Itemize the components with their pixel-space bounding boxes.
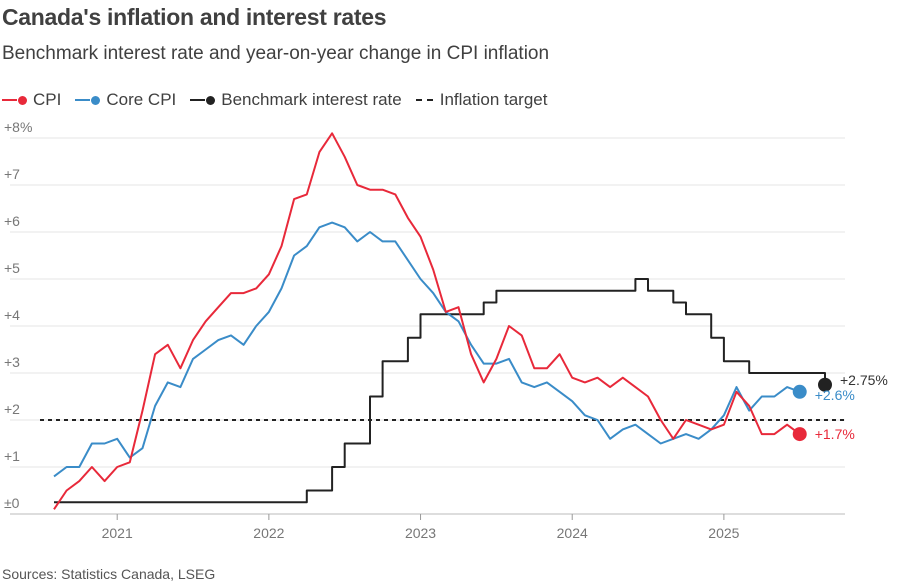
end-dot-benchmark-interest-rate (818, 377, 832, 392)
series-line-cpi (53, 132, 801, 510)
y-tick-label: +6 (4, 213, 20, 229)
source-note: Sources: Statistics Canada, LSEG (2, 566, 216, 582)
y-tick-label: +4 (4, 307, 20, 323)
end-label-core-cpi: +2.6% (815, 387, 855, 403)
legend-core-cpi-label: Core CPI (106, 90, 177, 109)
x-tick-label: 2024 (557, 525, 588, 541)
y-tick-label: +7 (4, 166, 20, 182)
series-line-benchmark-interest-rate (54, 278, 826, 504)
y-tick-label: +8% (4, 119, 32, 135)
grid-lines (10, 137, 845, 515)
x-tick-label: 2025 (708, 525, 739, 541)
legend-rate-line (190, 99, 206, 101)
legend-target-dash (415, 99, 433, 101)
legend-item-interest-rate: Benchmark interest rate (190, 90, 402, 110)
y-tick-label: +3 (4, 354, 20, 370)
x-tick-label: 2022 (253, 525, 284, 541)
y-tick-label: +2 (4, 401, 20, 417)
y-tick-label: +1 (4, 448, 20, 464)
series-end-markers: +2.75%+2.6% +1.7% (792, 372, 888, 442)
series-line-core-cpi (53, 221, 801, 478)
legend-cpi-line (2, 99, 17, 101)
legend-target-label: Inflation target (439, 90, 548, 109)
legend-cpi-label: CPI (33, 90, 62, 109)
x-tick-label: 2023 (405, 525, 436, 541)
end-dot-core-cpi (792, 384, 807, 399)
legend-core-cpi-line (75, 99, 91, 101)
x-tick-label: 2021 (102, 525, 133, 541)
y-tick-label: ±0 (4, 495, 20, 511)
end-label-benchmark-interest-rate: +2.75% (840, 372, 888, 388)
end-dot-cpi (792, 427, 807, 442)
y-axis-ticks: ±0 +1 +2 +3 +4 +5 +6 +7 +8% (4, 119, 32, 511)
y-tick-label: +5 (4, 260, 20, 276)
legend-item-cpi: CPI (2, 90, 61, 110)
legend-item-core-cpi: Core CPI (75, 90, 176, 110)
legend-cpi-dot (18, 95, 27, 105)
legend-rate-dot (206, 95, 216, 105)
legend-item-inflation-target: Inflation target (415, 90, 548, 110)
legend-rate-label: Benchmark interest rate (221, 90, 402, 109)
legend: CPI Core CPI Benchmark interest rate Inf… (2, 90, 561, 110)
chart-subtitle: Benchmark interest rate and year-on-year… (2, 43, 550, 64)
series-lines (53, 132, 826, 510)
chart-title: Canada's inflation and interest rates (2, 4, 387, 30)
end-label-cpi: +1.7% (815, 426, 855, 442)
legend-core-cpi-dot (91, 95, 101, 105)
x-axis: 2021 2022 2023 2024 2025 (102, 514, 740, 541)
